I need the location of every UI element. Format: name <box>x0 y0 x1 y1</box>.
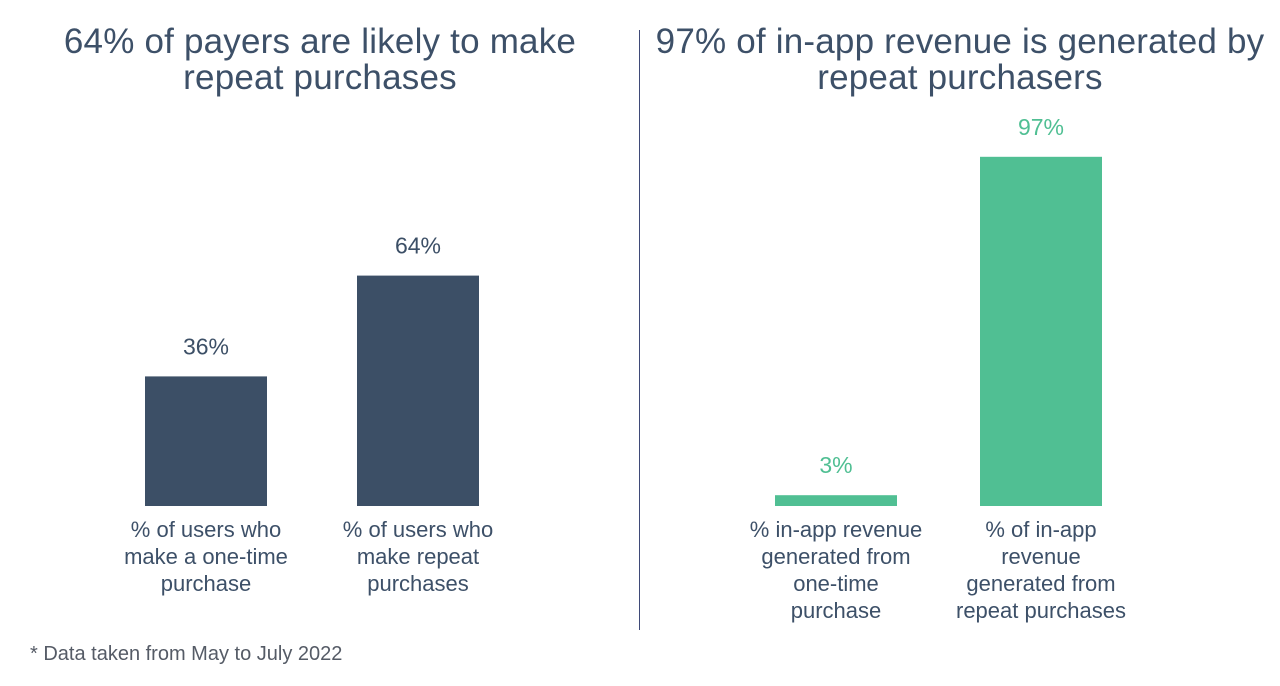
category-label: % of users who <box>131 517 281 542</box>
category-label: make a one-time <box>124 544 288 569</box>
right-chart-title: 97% of in-app revenue is generated by re… <box>655 22 1265 97</box>
category-label: generated from <box>761 544 910 569</box>
category-label: % of in-app <box>985 517 1096 542</box>
category-label: repeat purchases <box>956 598 1126 623</box>
bar-1 <box>775 495 897 506</box>
category-label: purchase <box>791 598 882 623</box>
category-label: revenue <box>1001 544 1081 569</box>
bar-1 <box>145 376 267 506</box>
bar-2 <box>357 275 479 506</box>
left-chart-title: 64% of payers are likely to make repeat … <box>63 22 577 97</box>
category-label: purchases <box>367 571 469 596</box>
panel-divider <box>639 30 640 630</box>
category-label: % of users who <box>343 517 493 542</box>
footnote: * Data taken from May to July 2022 <box>30 643 343 665</box>
category-label: % in-app revenue <box>750 517 922 542</box>
category-label: purchase <box>161 571 252 596</box>
bar-value-label: 3% <box>819 452 852 478</box>
bar-value-label: 64% <box>395 233 441 259</box>
category-label: one-time <box>793 571 879 596</box>
category-label: generated from <box>966 571 1115 596</box>
bar-value-label: 97% <box>1018 114 1064 140</box>
category-label: make repeat <box>357 544 479 569</box>
bar-value-label: 36% <box>183 333 229 359</box>
bar-2 <box>980 156 1102 507</box>
